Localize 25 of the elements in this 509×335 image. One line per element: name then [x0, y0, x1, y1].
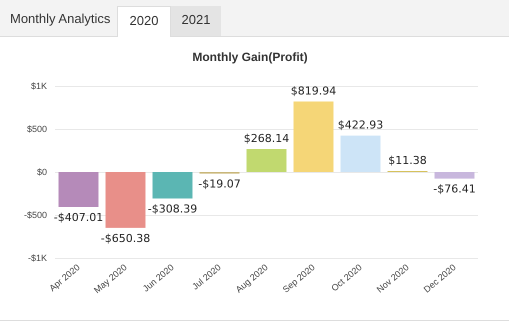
bar	[294, 101, 334, 172]
data-label: -$308.39	[148, 202, 198, 216]
data-label: $422.93	[338, 118, 384, 132]
y-tick-label: -$1K	[28, 253, 47, 263]
text: 2020	[117, 6, 171, 37]
chart-title: Monthly Gain(Profit)	[192, 50, 308, 64]
y-tick-label: $0	[36, 167, 47, 177]
bar	[58, 172, 98, 208]
data-label: -$407.01	[54, 211, 104, 224]
bar	[152, 172, 192, 199]
y-tick-label: $1K	[30, 81, 47, 91]
text: 2021	[171, 6, 221, 36]
y-tick-label: -$500	[24, 210, 47, 220]
data-label: $268.14	[244, 132, 290, 145]
bar	[340, 136, 380, 172]
data-label: $11.38	[388, 154, 427, 168]
data-label: -$19.07	[198, 178, 241, 191]
bar	[434, 172, 474, 179]
y-tick-label: $500	[26, 124, 47, 134]
bar	[246, 148, 286, 172]
data-label: -$76.41	[433, 182, 476, 196]
data-label: -$650.38	[100, 232, 150, 245]
text: Monthly Analytics	[10, 11, 110, 26]
data-label: $819.94	[290, 84, 336, 98]
bar	[106, 172, 146, 228]
